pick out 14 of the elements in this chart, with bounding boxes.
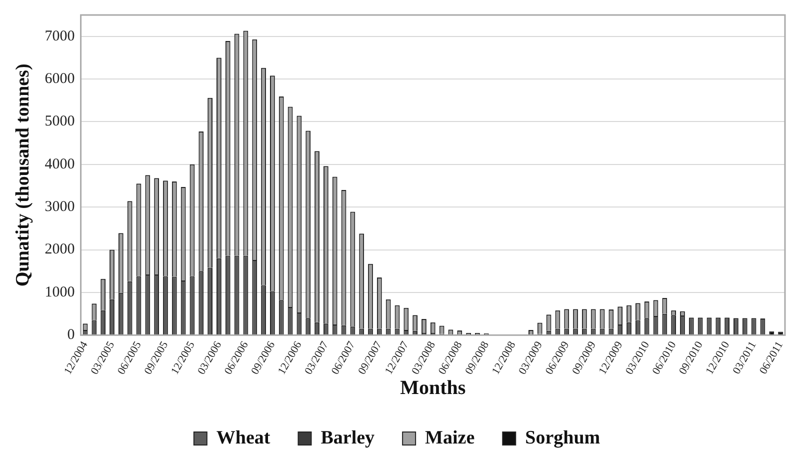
legend-label: Maize [425,427,475,448]
legend-label: Sorghum [525,427,600,448]
y-tick-label: 6000 [44,70,75,87]
y-tick-label: 4000 [44,156,75,172]
y-tick-label: 7000 [44,28,75,44]
legend-label: Barley [320,427,376,448]
y-tick-label: 0 [67,327,75,344]
legend-label: Wheat [216,427,271,448]
y-tick-label: 2000 [44,242,75,258]
y-tick-label: 1000 [44,284,75,300]
x-axis-title: Months [400,377,466,400]
y-tick-label: 5000 [44,114,75,130]
y-tick-label: 3000 [44,199,75,216]
y-axis-title: Qunatity (thousand tonnes) [12,64,34,286]
